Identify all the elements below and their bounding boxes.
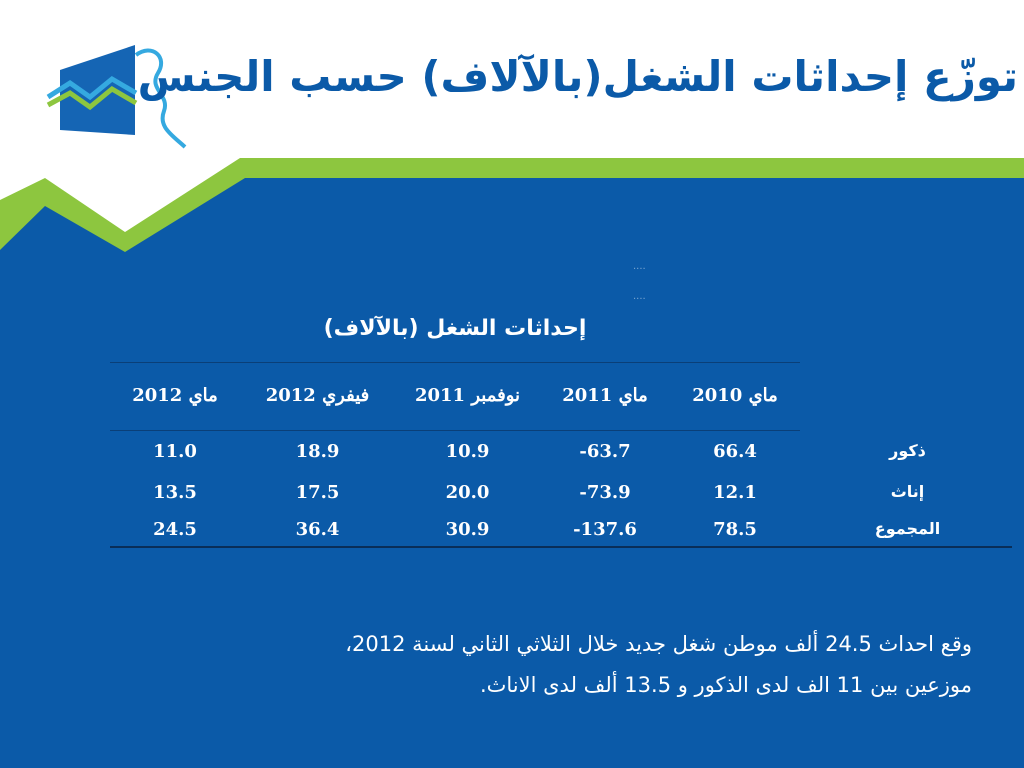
column-header: ماي 2012 bbox=[132, 385, 218, 406]
table-cell: 12.1 bbox=[713, 482, 757, 503]
table-cell: 10.9 bbox=[445, 441, 490, 462]
blue-body bbox=[0, 178, 1024, 768]
table-cell: 78.5 bbox=[713, 519, 757, 540]
table-rule bbox=[110, 362, 800, 363]
table-rule bbox=[110, 430, 800, 431]
table-cell: 73.9- bbox=[579, 482, 631, 503]
table-cell: 18.9 bbox=[295, 441, 340, 462]
table-rule bbox=[110, 546, 1012, 548]
table-cell: 36.4 bbox=[295, 519, 340, 540]
table-cell: 24.5 bbox=[153, 519, 197, 540]
table-cell: 66.4 bbox=[713, 441, 757, 462]
table-cell: 30.9 bbox=[445, 519, 490, 540]
table-cell: 63.7- bbox=[579, 441, 631, 462]
table-cell: 13.5 bbox=[153, 482, 197, 503]
column-header: ماي 2010 bbox=[692, 385, 778, 406]
row-label: المجموع bbox=[874, 519, 941, 538]
summary-line-1: وقع احداث 24.5 ألف موطن شغل جديد خلال ال… bbox=[345, 632, 972, 656]
dotted-mark: .... bbox=[633, 291, 646, 302]
column-header: نوفمبر 2011 bbox=[414, 385, 521, 406]
summary-line-2: موزعين بين 11 الف لدى الذكور و 13.5 ألف … bbox=[479, 673, 972, 697]
row-label: إناث bbox=[890, 482, 925, 501]
row-label: ذكور bbox=[889, 441, 926, 460]
logo-icon bbox=[46, 45, 187, 149]
table-cell: 20.0 bbox=[445, 482, 490, 503]
column-header: ماي 2011 bbox=[562, 385, 648, 406]
table-cell: 137.6- bbox=[573, 519, 637, 540]
table-cell: 11.0 bbox=[153, 441, 197, 462]
table-cell: 17.5 bbox=[295, 482, 340, 503]
dotted-mark: .... bbox=[633, 261, 646, 272]
table-title: إحداثات الشغل (بالآلاف) bbox=[323, 316, 587, 341]
summary-note: وقع احداث 24.5 ألف موطن شغل جديد خلال ال… bbox=[92, 624, 972, 706]
column-header: فيفري 2012 bbox=[265, 385, 370, 406]
slide-title: توزّع إحداثات الشغل(بالآلاف) حسب الجنس bbox=[137, 52, 1018, 101]
